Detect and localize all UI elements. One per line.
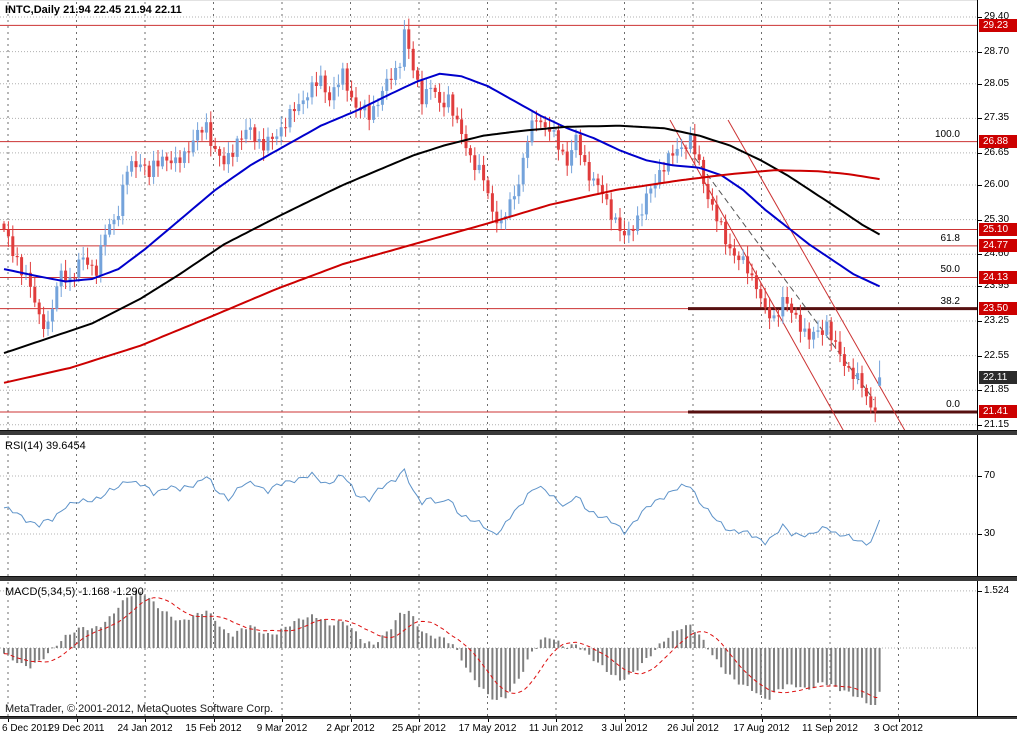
- price-axis-label: 29.40: [984, 11, 1010, 22]
- symbol-name: INTC,Daily: [5, 4, 61, 16]
- price-axis-tickmark: [978, 286, 982, 287]
- time-axis-tickmark: [419, 719, 420, 722]
- time-axis-tickmark: [693, 719, 694, 722]
- time-axis-tickmark: [213, 719, 215, 722]
- price-axis-label: 22.55: [984, 350, 1010, 361]
- time-axis-tickmark: [898, 719, 900, 722]
- price-badge-24.13: 24.13: [979, 270, 1017, 284]
- price-axis-label: 26.65: [984, 147, 1010, 158]
- price-badge-26.88: 26.88: [979, 135, 1017, 149]
- time-axis-label: 29 Dec 2011: [48, 723, 105, 734]
- time-axis-tickmark: [76, 719, 78, 722]
- price-axis-tickmark: [978, 52, 982, 53]
- candles-layer: [2, 18, 882, 423]
- price-chart-canvas[interactable]: [0, 0, 977, 430]
- price-axis-tickmark: [978, 185, 982, 186]
- time-axis-label: 6 Dec 2011: [2, 723, 53, 734]
- price-axis-label: 30: [984, 528, 996, 539]
- time-axis-label: 17 Aug 2012: [733, 723, 790, 734]
- grid-layer: [0, 2, 977, 430]
- price-badge-24.77: 24.77: [979, 239, 1017, 253]
- fib-level-label: 50.0: [940, 264, 960, 276]
- price-axis[interactable]: 29.40 28.70 28.05 27.35 26.65 26.00 25.30 24.60…: [977, 0, 1017, 719]
- time-axis-tickmark: [282, 719, 283, 722]
- time-axis-label: 2 Apr 2012: [326, 723, 375, 734]
- price-axis-tickmark: [978, 534, 982, 535]
- price-axis-tickmark: [978, 425, 982, 426]
- panel-separator[interactable]: [0, 716, 1017, 719]
- price-axis-label: 27.35: [984, 112, 1010, 123]
- price-axis-label: 24.60: [984, 248, 1010, 259]
- moving-averages-layer: [3, 72, 881, 384]
- time-axis[interactable]: 6 Dec 2011 29 Dec 2011 24 Jan 2012 15 Feb 2…: [0, 719, 1017, 736]
- price-axis-label: 1.524: [984, 585, 1010, 596]
- price-axis-tickmark: [978, 17, 982, 18]
- price-axis-tickmark: [978, 153, 982, 154]
- panel-separator[interactable]: [0, 576, 1017, 581]
- price-badge-22.11: 22.11: [979, 370, 1017, 384]
- price-axis-tickmark: [978, 591, 982, 592]
- fib-level-label: 0.0: [946, 398, 960, 410]
- price-axis-tickmark: [978, 390, 982, 391]
- price-axis-label: 21.85: [984, 384, 1010, 395]
- time-axis-label: 25 Apr 2012: [392, 723, 446, 734]
- price-axis-tickmark: [978, 321, 982, 322]
- price-badge-25.10: 25.10: [979, 223, 1017, 237]
- time-axis-tickmark: [556, 719, 557, 722]
- price-axis-tickmark: [978, 84, 982, 85]
- rsi-grid-layer: [7, 436, 899, 576]
- copyright-watermark: MetaTrader, © 2001-2012, MetaQuotes Soft…: [5, 703, 274, 715]
- panel-separator[interactable]: [0, 430, 1017, 435]
- macd-signal-layer: [3, 597, 880, 699]
- time-axis-label: 11 Sep 2012: [802, 723, 858, 734]
- macd-canvas[interactable]: [0, 581, 977, 716]
- window-top-edge: [0, 0, 1017, 1]
- rsi-line-layer: [3, 468, 881, 546]
- time-axis-tickmark: [830, 719, 831, 722]
- time-axis-label: 3 Jul 2012: [601, 723, 648, 734]
- price-axis-label: 23.25: [984, 315, 1010, 326]
- time-axis-tickmark: [8, 719, 9, 722]
- ohlc-values: 21.94 22.45 21.94 22.11: [63, 4, 182, 16]
- price-axis-tickmark: [978, 220, 982, 221]
- time-axis-tickmark: [350, 719, 352, 722]
- symbol-ohlc-label: INTC,Daily 21.94 22.45 21.94 22.11: [5, 4, 182, 16]
- price-badge-21.41: 21.41: [979, 405, 1017, 419]
- rsi-levels-layer: [0, 475, 977, 535]
- fib-level-label: 38.2: [940, 295, 960, 307]
- time-axis-tickmark: [624, 719, 626, 722]
- price-axis-label: 21.15: [984, 419, 1010, 430]
- time-axis-label: 26 Jul 2012: [667, 723, 719, 734]
- price-axis-label: 25.30: [984, 214, 1010, 225]
- time-axis-label: 3 Oct 2012: [874, 723, 923, 734]
- trend-lines-layer: [669, 119, 906, 430]
- time-axis-label: 9 Mar 2012: [256, 723, 308, 734]
- time-axis-label: 11 Jun 2012: [528, 723, 584, 734]
- price-badge-29.23: 29.23: [979, 18, 1017, 32]
- price-axis-tickmark: [978, 476, 982, 477]
- fib-level-label: 100.0: [934, 128, 960, 140]
- time-axis-tickmark: [145, 719, 146, 722]
- price-axis-tickmark: [978, 254, 982, 255]
- price-axis-label: 70: [984, 470, 996, 481]
- level-lines-layer: [0, 24, 977, 414]
- rsi-canvas[interactable]: [0, 435, 977, 576]
- price-axis-label: 26.00: [984, 179, 1010, 190]
- price-axis-label: 23.95: [984, 280, 1010, 291]
- price-axis-tickmark: [978, 356, 982, 357]
- price-axis-tickmark: [978, 118, 982, 119]
- time-axis-label: 17 May 2012: [458, 723, 517, 734]
- rsi-indicator-label: RSI(14) 39.6454: [5, 440, 86, 452]
- time-axis-label: 15 Feb 2012: [185, 723, 242, 734]
- price-badge-23.50: 23.50: [979, 302, 1017, 316]
- time-axis-tickmark: [487, 719, 489, 722]
- fib-level-label: 61.8: [940, 232, 960, 244]
- macd-histogram-layer: [3, 590, 881, 705]
- time-axis-label: 24 Jan 2012: [117, 723, 173, 734]
- time-axis-tickmark: [761, 719, 763, 722]
- price-axis-label: 28.05: [984, 78, 1010, 89]
- price-axis-label: 28.70: [984, 46, 1010, 57]
- macd-indicator-label: MACD(5,34,5) -1.168 -1.290: [5, 586, 144, 598]
